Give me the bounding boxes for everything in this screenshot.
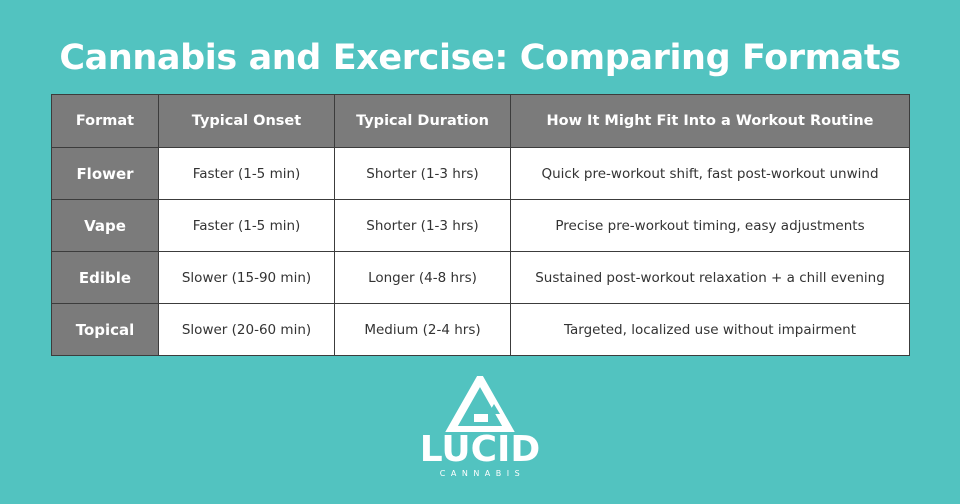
table-row: Flower Faster (1-5 min) Shorter (1-3 hrs… <box>51 147 910 200</box>
table-row: Vape Faster (1-5 min) Shorter (1-3 hrs) … <box>51 199 910 252</box>
triangle-mark-icon <box>445 376 515 432</box>
logo-wordmark: LUCID <box>419 429 541 470</box>
onset-cell: Faster (1-5 min) <box>158 147 335 200</box>
brand-logo: LUCID CANNABIS <box>408 376 552 480</box>
header-typical-onset: Typical Onset <box>158 94 335 148</box>
table-header-row: Format Typical Onset Typical Duration Ho… <box>51 94 910 148</box>
table-row: Topical Slower (20-60 min) Medium (2-4 h… <box>51 303 910 356</box>
header-typical-duration: Typical Duration <box>334 94 511 148</box>
logo-subtitle: CANNABIS <box>439 469 526 478</box>
workout-fit-cell: Quick pre-workout shift, fast post-worko… <box>510 147 910 200</box>
workout-fit-cell: Targeted, localized use without impairme… <box>510 303 910 356</box>
duration-cell: Shorter (1-3 hrs) <box>334 147 511 200</box>
comparison-table: Format Typical Onset Typical Duration Ho… <box>51 94 910 356</box>
duration-cell: Shorter (1-3 hrs) <box>334 199 511 252</box>
onset-cell: Faster (1-5 min) <box>158 199 335 252</box>
page-title: Cannabis and Exercise: Comparing Formats <box>59 38 901 78</box>
table-row: Edible Slower (15-90 min) Longer (4-8 hr… <box>51 251 910 304</box>
format-cell: Flower <box>51 147 159 200</box>
workout-fit-cell: Sustained post-workout relaxation + a ch… <box>510 251 910 304</box>
header-format: Format <box>51 94 159 148</box>
onset-cell: Slower (20-60 min) <box>158 303 335 356</box>
onset-cell: Slower (15-90 min) <box>158 251 335 304</box>
duration-cell: Medium (2-4 hrs) <box>334 303 511 356</box>
workout-fit-cell: Precise pre-workout timing, easy adjustm… <box>510 199 910 252</box>
format-cell: Vape <box>51 199 159 252</box>
format-cell: Edible <box>51 251 159 304</box>
header-workout-fit: How It Might Fit Into a Workout Routine <box>510 94 910 148</box>
format-cell: Topical <box>51 303 159 356</box>
duration-cell: Longer (4-8 hrs) <box>334 251 511 304</box>
